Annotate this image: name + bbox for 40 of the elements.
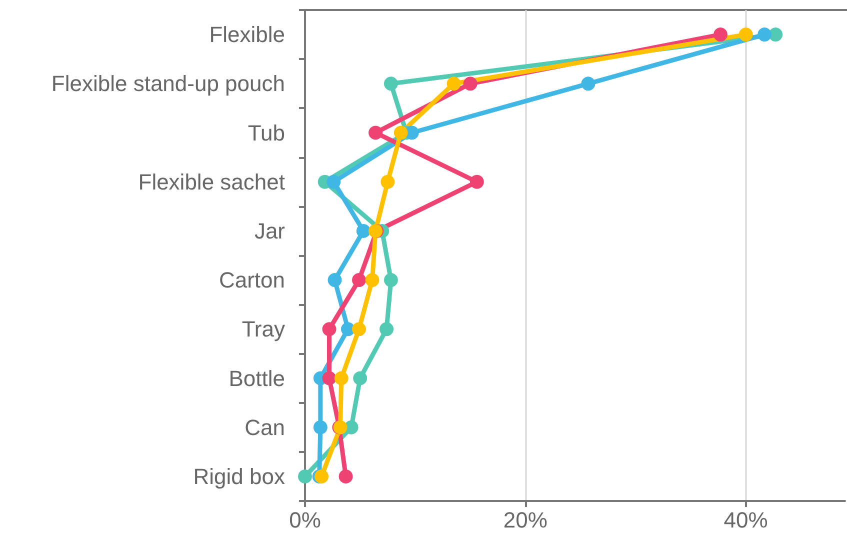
point — [353, 371, 368, 386]
y-tick-label: Tub — [248, 120, 285, 146]
point — [313, 420, 328, 434]
y-tick-label: Can — [244, 414, 285, 440]
point — [380, 174, 395, 189]
y-tick-label: Tray — [242, 316, 285, 342]
point — [328, 273, 342, 288]
x-tick-label: 20% — [503, 508, 548, 532]
point — [352, 322, 366, 336]
x-tick-label: 40% — [724, 508, 768, 532]
point — [334, 371, 348, 386]
point — [365, 273, 380, 288]
y-tick-label: Flexible — [209, 22, 285, 48]
point — [338, 469, 353, 484]
point — [384, 273, 398, 288]
y-tick-label: Flexible stand-up pouch — [51, 71, 285, 96]
point — [758, 28, 772, 42]
y-tick-label: Flexible sachet — [138, 169, 285, 194]
y-tick-label: Bottle — [228, 366, 285, 391]
point — [384, 76, 398, 91]
point — [326, 174, 341, 189]
point — [368, 126, 383, 140]
point — [298, 469, 312, 484]
point — [738, 28, 753, 42]
point — [713, 28, 728, 42]
point — [394, 126, 408, 140]
y-tick-label: Rigid box — [193, 464, 285, 489]
point — [581, 76, 596, 91]
y-tick-label: Carton — [218, 268, 285, 293]
point — [314, 469, 329, 484]
point — [352, 273, 366, 288]
point — [322, 322, 336, 336]
point — [446, 76, 461, 91]
point — [463, 76, 478, 91]
point — [380, 322, 394, 336]
point — [470, 174, 484, 189]
point — [322, 371, 336, 386]
point — [356, 224, 370, 238]
x-tick-label: 0% — [289, 508, 321, 532]
y-tick-label: Jar — [254, 218, 285, 244]
